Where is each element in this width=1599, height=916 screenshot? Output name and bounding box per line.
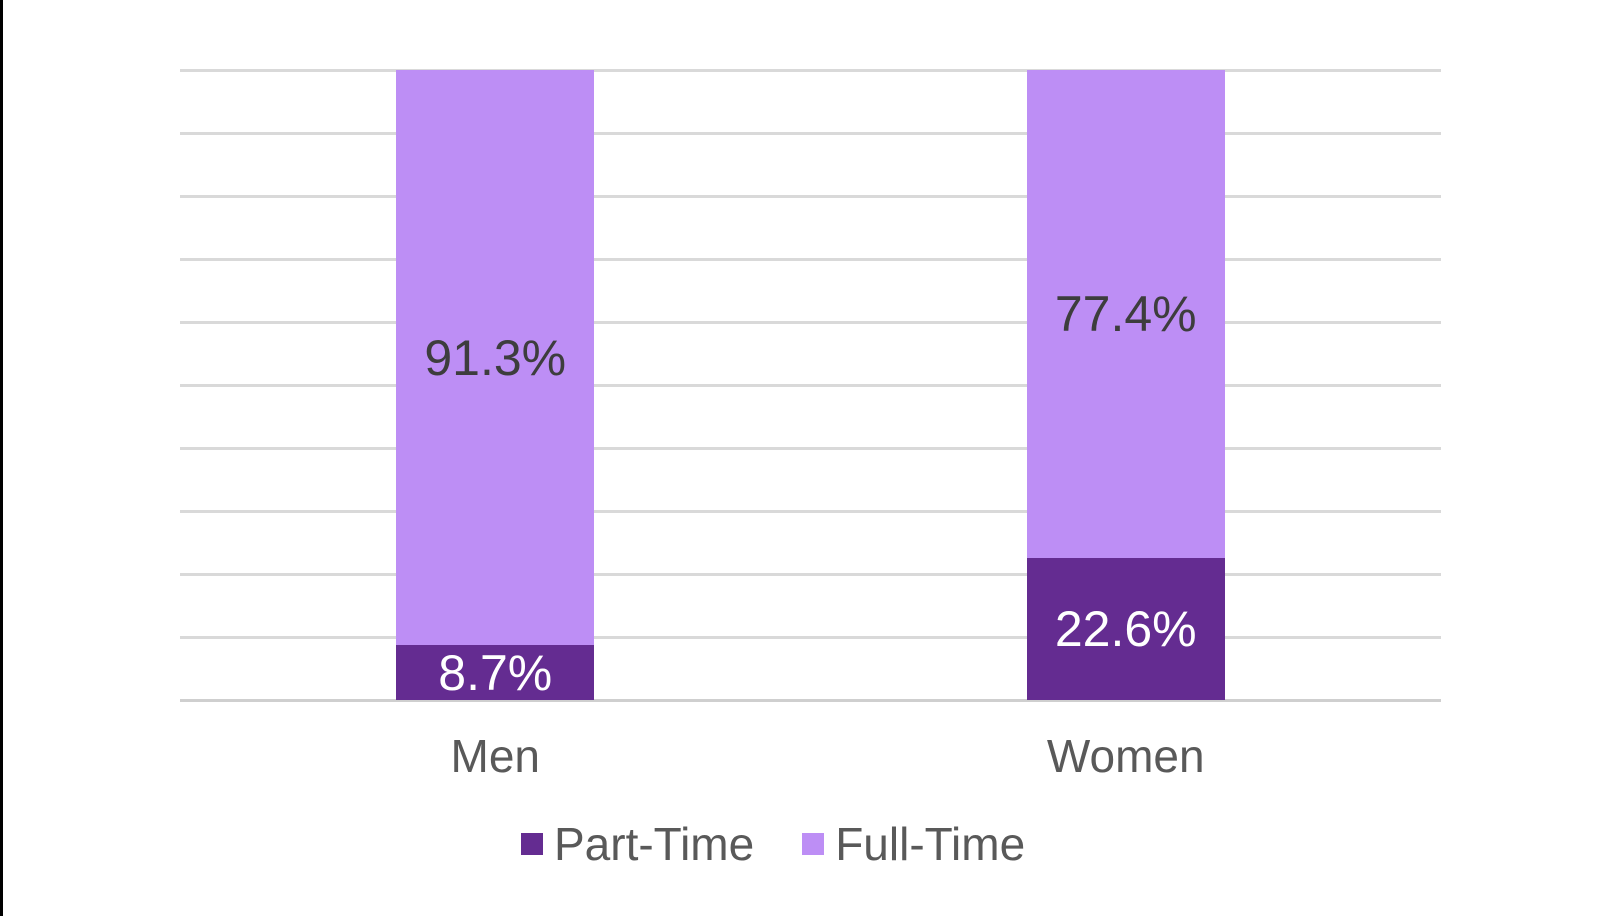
gridline: [180, 257, 1441, 261]
x-axis-line: [180, 698, 1441, 702]
category-label-women: Women: [1046, 730, 1205, 782]
gridline: [180, 446, 1441, 450]
chart-legend: Part-Time Full-Time: [521, 818, 1025, 870]
bar-segment-part-time-men: 8.7%: [396, 644, 595, 701]
gridline: [180, 572, 1441, 576]
bar-segment-full-time-men: 91.3%: [396, 70, 595, 646]
gridline: [180, 68, 1441, 72]
value-label-part-time-women: 22.6%: [1054, 600, 1197, 657]
value-label-full-time-men: 91.3%: [424, 329, 567, 386]
category-label-men: Men: [450, 730, 540, 782]
legend-swatch-full-time: [802, 833, 825, 855]
legend-swatch-part-time: [521, 833, 543, 855]
legend-label-full-time: Full-Time: [835, 818, 1026, 870]
gridline: [180, 635, 1441, 639]
screen-left-border: [0, 0, 3, 916]
gridline: [180, 383, 1441, 387]
gridline: [180, 194, 1441, 198]
bar-segment-full-time-women: 77.4%: [1026, 70, 1225, 558]
gridline: [180, 131, 1441, 135]
gridline: [180, 320, 1441, 324]
legend-item-full-time: Full-Time: [802, 821, 1025, 867]
legend-label-part-time: Part-Time: [554, 818, 755, 870]
gridline: [180, 509, 1441, 513]
bar-segment-part-time-women: 22.6%: [1026, 557, 1225, 700]
value-label-part-time-men: 8.7%: [438, 644, 553, 701]
value-label-full-time-women: 77.4%: [1054, 285, 1197, 342]
legend-item-part-time: Part-Time: [521, 821, 754, 867]
